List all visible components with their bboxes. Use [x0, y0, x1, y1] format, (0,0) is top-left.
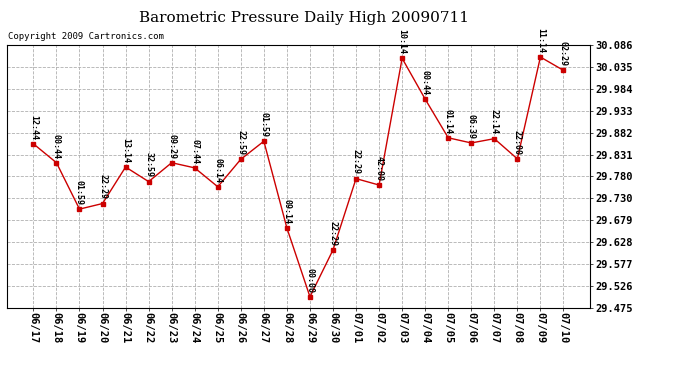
- Text: 11:14: 11:14: [536, 28, 545, 53]
- Text: 09:29: 09:29: [167, 134, 176, 159]
- Text: 22:29: 22:29: [351, 150, 361, 174]
- Text: 32:59: 32:59: [144, 153, 153, 177]
- Text: Barometric Pressure Daily High 20090711: Barometric Pressure Daily High 20090711: [139, 11, 469, 25]
- Text: 09:14: 09:14: [282, 199, 291, 224]
- Text: 02:29: 02:29: [559, 41, 568, 66]
- Text: 22:59: 22:59: [236, 130, 246, 155]
- Text: Copyright 2009 Cartronics.com: Copyright 2009 Cartronics.com: [8, 32, 164, 41]
- Text: 00:44: 00:44: [52, 134, 61, 159]
- Text: 22:29: 22:29: [328, 221, 337, 246]
- Text: 01:14: 01:14: [444, 109, 453, 134]
- Text: 22:00: 22:00: [513, 130, 522, 154]
- Text: 42:00: 42:00: [375, 156, 384, 181]
- Text: 06:39: 06:39: [466, 114, 476, 139]
- Text: 00:00: 00:00: [306, 268, 315, 292]
- Text: 22:14: 22:14: [490, 110, 499, 135]
- Text: 01:59: 01:59: [75, 180, 84, 205]
- Text: 13:14: 13:14: [121, 138, 130, 163]
- Text: 10:14: 10:14: [397, 29, 406, 54]
- Text: 22:29: 22:29: [98, 174, 107, 200]
- Text: 01:59: 01:59: [259, 112, 268, 137]
- Text: 07:44: 07:44: [190, 139, 199, 164]
- Text: 00:44: 00:44: [421, 70, 430, 95]
- Text: 12:44: 12:44: [29, 115, 38, 140]
- Text: 06:14: 06:14: [213, 158, 222, 183]
